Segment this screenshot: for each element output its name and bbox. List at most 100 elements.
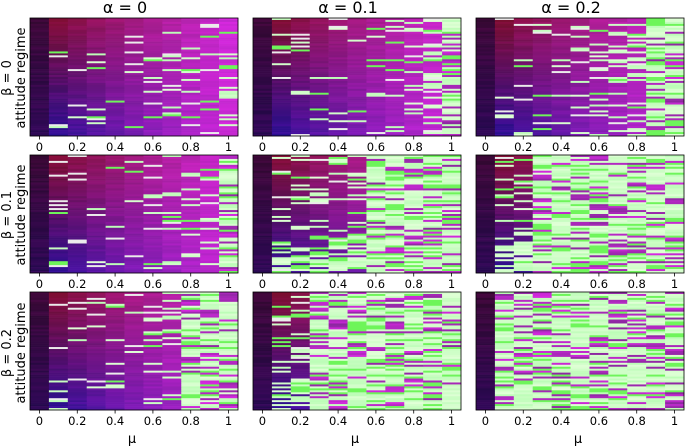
heatmap-cell xyxy=(181,362,201,366)
heatmap-cell xyxy=(551,180,571,183)
heatmap-cell xyxy=(30,204,50,207)
heatmap-cell xyxy=(86,339,106,342)
heatmap-cell xyxy=(67,84,88,88)
heatmap-cell xyxy=(309,382,329,385)
heatmap-cell xyxy=(665,271,685,274)
heatmap-cell xyxy=(608,249,628,252)
heatmap-cell xyxy=(219,57,239,60)
heatmap-cell xyxy=(551,184,571,187)
heatmap-cell xyxy=(271,337,292,340)
heatmap-cell xyxy=(442,168,462,172)
row-label-beta: β = 0 xyxy=(0,60,15,96)
heatmap-cell xyxy=(366,128,386,131)
heatmap-cell xyxy=(328,188,348,191)
heatmap-cell xyxy=(627,239,647,242)
heatmap-cell xyxy=(442,118,462,121)
heatmap-cell xyxy=(30,43,50,46)
heatmap-cell xyxy=(105,106,125,109)
heatmap-cell xyxy=(385,202,405,205)
heatmap-cell xyxy=(494,77,515,80)
heatmap-cell xyxy=(271,259,292,262)
heatmap-cell xyxy=(404,116,424,119)
heatmap-cell xyxy=(219,196,239,199)
heatmap-cell xyxy=(608,77,628,80)
heatmap-cell xyxy=(162,221,182,225)
heatmap-cell xyxy=(366,130,386,133)
heatmap-cell xyxy=(513,27,534,31)
heatmap-cell xyxy=(589,263,609,266)
heatmap-cell xyxy=(385,221,405,225)
heatmap-cell xyxy=(309,358,329,362)
heatmap-cell xyxy=(366,237,386,240)
heatmap-cell xyxy=(219,100,239,103)
heatmap-cell xyxy=(105,271,125,274)
heatmap-cell xyxy=(67,396,88,399)
heatmap-cell xyxy=(608,47,628,50)
heatmap-cell xyxy=(608,210,628,213)
heatmap-cell xyxy=(30,73,50,76)
heatmap-cell xyxy=(570,265,590,268)
heatmap-cell xyxy=(162,358,182,362)
heatmap-cell xyxy=(143,180,163,183)
heatmap-cell xyxy=(253,188,273,191)
heatmap-cell xyxy=(476,114,496,117)
heatmap-cell xyxy=(143,251,163,254)
heatmap-cell xyxy=(30,293,50,297)
heatmap-cell xyxy=(124,186,144,189)
heatmap-cell xyxy=(532,263,552,266)
heatmap-cell xyxy=(665,104,685,107)
heatmap-cell xyxy=(589,247,609,250)
heatmap-cell xyxy=(442,102,462,105)
heatmap-cell xyxy=(347,265,367,268)
heatmap-cell xyxy=(513,59,534,62)
heatmap-cell xyxy=(665,217,685,221)
heatmap-cell xyxy=(646,229,666,232)
heatmap-cell xyxy=(532,130,552,133)
heatmap-cell xyxy=(67,269,88,272)
heatmap-cell xyxy=(48,208,69,211)
heatmap-cell xyxy=(143,229,163,232)
heatmap-cell xyxy=(385,231,405,234)
heatmap-cell xyxy=(442,271,462,274)
heatmap-cell xyxy=(309,63,329,66)
heatmap-cell xyxy=(219,80,239,84)
heatmap-cell xyxy=(442,98,462,101)
heatmap-cell xyxy=(532,98,552,101)
heatmap-cell xyxy=(366,247,386,250)
heatmap-cell xyxy=(143,237,163,240)
heatmap-cell xyxy=(86,31,106,35)
heatmap-cell xyxy=(30,313,50,316)
heatmap-cell xyxy=(366,39,386,42)
heatmap-cell xyxy=(290,400,311,403)
heatmap-cell xyxy=(105,343,125,346)
heatmap-cell xyxy=(385,88,405,92)
heatmap-cell xyxy=(385,94,405,97)
heatmap-cell xyxy=(105,186,125,189)
heatmap-cell xyxy=(181,386,201,389)
heatmap-cell xyxy=(494,229,515,232)
heatmap-cell xyxy=(86,126,106,129)
heatmap-cell xyxy=(48,217,69,221)
heatmap-cell xyxy=(30,100,50,103)
heatmap-cell xyxy=(86,360,106,364)
heatmap-cell xyxy=(67,41,88,44)
heatmap-cell xyxy=(646,106,666,109)
heatmap-cell xyxy=(589,212,609,215)
heatmap-cell xyxy=(385,255,405,258)
heatmap-cell xyxy=(86,354,106,358)
heatmap-cell xyxy=(200,104,220,107)
heatmap-cell xyxy=(271,311,292,314)
heatmap-cell xyxy=(385,27,405,31)
heatmap-cell xyxy=(366,239,386,242)
heatmap-cell xyxy=(442,37,462,40)
heatmap-cell xyxy=(290,360,311,364)
heatmap-cell xyxy=(665,219,685,223)
heatmap-cell xyxy=(200,186,220,189)
heatmap-cell xyxy=(219,231,239,234)
heatmap-cell xyxy=(385,98,405,101)
heatmap-cell xyxy=(290,114,311,117)
heatmap-cell xyxy=(570,164,590,168)
heatmap-cell xyxy=(30,166,50,170)
heatmap-cell xyxy=(253,170,273,173)
heatmap-cell xyxy=(423,27,443,31)
